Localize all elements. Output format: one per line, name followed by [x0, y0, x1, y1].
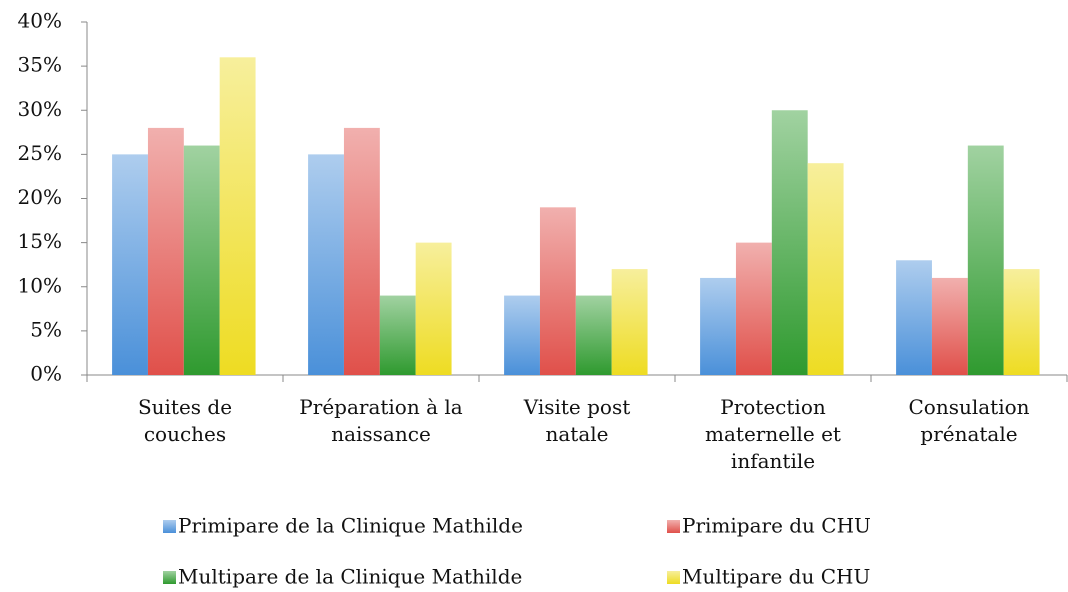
- x-tick-label: Préparation à la naissance: [299, 395, 463, 446]
- y-tick-label: 30%: [18, 97, 62, 121]
- bar: [147, 127, 184, 376]
- legend-label: Primipare du CHU: [682, 514, 871, 538]
- x-tick-label: Consulation prénatale: [908, 395, 1030, 446]
- bar: [931, 277, 968, 375]
- y-tick-label: 0%: [30, 362, 62, 386]
- x-tick-label: Suites de couches: [137, 395, 233, 446]
- y-tick-label: 40%: [18, 9, 62, 33]
- y-tick-label: 10%: [18, 273, 62, 297]
- legend-label: Primipare de la Clinique Mathilde: [178, 514, 523, 538]
- bar: [611, 269, 648, 375]
- bar: [967, 145, 1004, 375]
- y-tick-label: 20%: [18, 185, 62, 209]
- bar: [771, 110, 808, 375]
- bar: [539, 207, 576, 375]
- bar: [504, 295, 540, 375]
- legend-swatch: [667, 520, 680, 533]
- y-tick-label: 5%: [30, 317, 62, 341]
- bar: [735, 242, 772, 375]
- y-tick-label: 35%: [18, 53, 62, 77]
- bar: [415, 242, 452, 375]
- bar: [183, 145, 220, 375]
- y-tick-label: 15%: [18, 229, 62, 253]
- bar: [112, 154, 148, 375]
- bar: [343, 127, 380, 376]
- x-tick-label: Protection maternelle et infantile: [705, 395, 841, 473]
- legend-swatch: [163, 571, 176, 584]
- bar: [1003, 269, 1040, 375]
- legend-label: Multipare de la Clinique Mathilde: [178, 565, 522, 589]
- legend-label: Multipare du CHU: [682, 565, 870, 589]
- bar: [896, 260, 932, 375]
- bar: [219, 57, 256, 376]
- legend-swatch: [163, 520, 176, 533]
- bar: [575, 295, 612, 375]
- x-tick-label: Visite post natale: [523, 395, 631, 446]
- bar: [308, 154, 344, 375]
- legend-swatch: [667, 571, 680, 584]
- y-tick-label: 25%: [18, 141, 62, 165]
- bar: [700, 277, 736, 375]
- bar: [379, 295, 416, 375]
- bar: [807, 163, 844, 375]
